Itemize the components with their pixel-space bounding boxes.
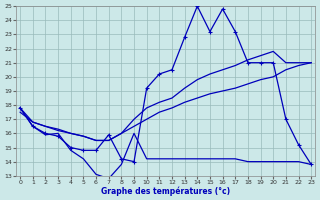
X-axis label: Graphe des températures (°c): Graphe des températures (°c) bbox=[101, 186, 230, 196]
